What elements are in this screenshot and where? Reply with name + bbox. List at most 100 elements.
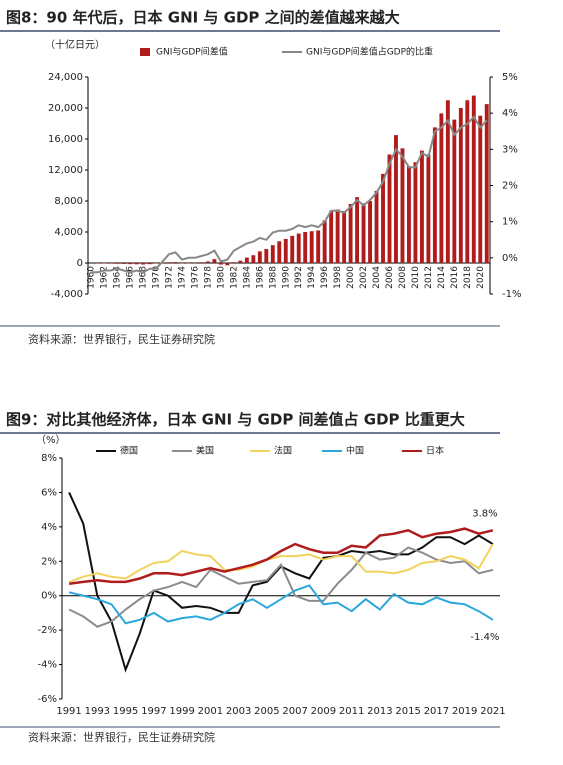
bar (225, 263, 230, 266)
bar (452, 119, 457, 263)
x-tick-label: 1997 (141, 706, 166, 717)
bar (283, 238, 288, 263)
x-tick-label: 2001 (198, 706, 223, 717)
x-tick-label: 1992 (294, 266, 304, 289)
x-tick-label: 1996 (320, 266, 330, 289)
chart-title: 图9：对比其他经济体，日本 GNI 与 GDP 间差值占 GDP 比重更大 (6, 411, 465, 429)
bar (147, 263, 152, 265)
y-tick-label: 2% (41, 556, 57, 567)
x-tick-label: 1962 (100, 266, 110, 289)
bar (309, 231, 314, 263)
x-tick-label: 2002 (359, 266, 369, 289)
bar (134, 263, 139, 265)
legend-swatch (140, 48, 150, 56)
y-tick-label: 4% (41, 522, 57, 533)
bar (471, 95, 476, 263)
source: 资料来源：世界银行，民生证券研究院 (28, 730, 215, 744)
y-tick-label: 12,000 (48, 165, 83, 176)
x-tick-label: 2000 (346, 266, 356, 289)
legend-label: 美国 (196, 445, 214, 457)
value-label: -1.4% (470, 632, 499, 643)
bar (206, 261, 210, 263)
bar (342, 211, 347, 263)
bar (478, 115, 483, 263)
legend-label: 法国 (274, 445, 292, 457)
x-tick-label: 1991 (56, 706, 81, 717)
x-tick-label: 2019 (452, 706, 477, 717)
bar (199, 262, 204, 263)
bar (218, 263, 223, 265)
y2-tick-label: 0% (502, 253, 518, 264)
bar (244, 257, 249, 263)
bar (296, 233, 301, 263)
x-tick-label: 2010 (411, 266, 421, 289)
bar (381, 173, 385, 263)
bar (419, 150, 424, 263)
bar (484, 104, 489, 263)
bar (303, 232, 308, 263)
x-tick-label: 2012 (424, 266, 434, 289)
bar (141, 263, 146, 265)
bar (238, 260, 243, 263)
x-tick-label: 2004 (372, 266, 382, 289)
line (68, 543, 494, 583)
x-tick-label: 1999 (169, 706, 194, 717)
unit-label: （%） (36, 434, 66, 446)
bar (251, 255, 256, 263)
bar (368, 201, 372, 263)
x-tick-label: 2020 (476, 266, 486, 289)
y-tick-label: -4,000 (51, 289, 83, 300)
y-tick-label: 6% (41, 487, 57, 498)
bar (335, 209, 340, 263)
x-tick-label: 2014 (437, 266, 447, 289)
bar (400, 148, 405, 263)
bar (439, 113, 444, 263)
line (68, 546, 494, 628)
line (68, 527, 494, 585)
x-tick-label: 1964 (113, 266, 123, 289)
bar (257, 251, 262, 263)
bar (374, 190, 379, 263)
y2-tick-label: 4% (502, 108, 518, 119)
bar (270, 245, 275, 263)
x-tick-label: 1980 (216, 266, 226, 289)
bar (387, 154, 392, 263)
x-tick-label: 2003 (226, 706, 251, 717)
bar (121, 263, 126, 264)
x-tick-label: 2018 (463, 266, 473, 289)
line (68, 584, 494, 625)
bar (212, 259, 217, 263)
x-tick-label: 1984 (242, 266, 252, 289)
bar (426, 154, 431, 263)
bar (231, 262, 236, 263)
x-tick-label: 1988 (268, 266, 278, 289)
x-tick-label: 2013 (367, 706, 392, 717)
x-tick-label: 1976 (190, 266, 200, 289)
x-tick-label: 2016 (450, 266, 460, 289)
y2-tick-label: 2% (502, 181, 518, 192)
x-tick-label: 2006 (385, 266, 395, 289)
bar (290, 235, 295, 263)
value-label: 3.8% (472, 508, 497, 519)
bar (458, 108, 463, 263)
bar (264, 249, 269, 263)
y-tick-label: 0 (77, 258, 83, 269)
chart-title: 图8：90 年代后，日本 GNI 与 GDP 之间的差值越来越大 (6, 9, 400, 27)
x-tick-label: 2015 (395, 706, 420, 717)
legend-label: GNI与GDP间差值占GDP的比重 (306, 46, 433, 58)
x-tick-label: 2008 (398, 266, 408, 289)
bar (348, 204, 353, 263)
y-tick-label: 4,000 (54, 227, 83, 238)
x-tick-label: 2007 (282, 706, 307, 717)
bar (445, 100, 450, 263)
x-tick-label: 1978 (203, 266, 213, 289)
unit-label: （十亿日元） (45, 38, 105, 51)
x-tick-label: 1960 (87, 266, 97, 289)
y-tick-label: 16,000 (48, 134, 83, 145)
legend-label: 中国 (346, 445, 364, 457)
bar (465, 100, 470, 263)
bar (115, 263, 120, 264)
y-tick-label: -6% (38, 694, 57, 705)
bar (322, 220, 327, 263)
bar (432, 127, 437, 263)
